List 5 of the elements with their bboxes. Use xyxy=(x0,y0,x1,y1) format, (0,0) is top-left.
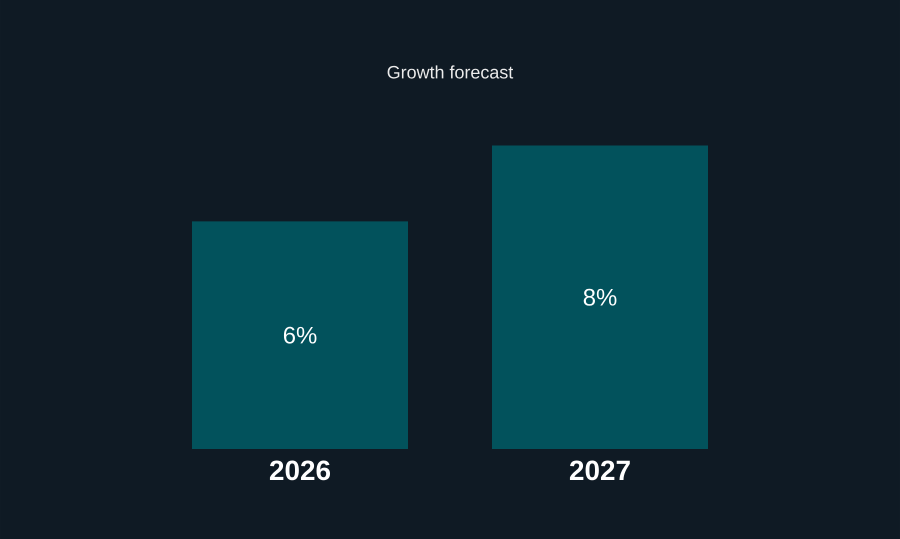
data-label: 8% xyxy=(584,288,616,306)
x-tick-label: 2027 xyxy=(570,460,630,480)
chart-title: Growth forecast xyxy=(388,65,514,79)
x-tick-label: 2026 xyxy=(270,460,330,480)
data-label: 6% xyxy=(284,326,316,344)
